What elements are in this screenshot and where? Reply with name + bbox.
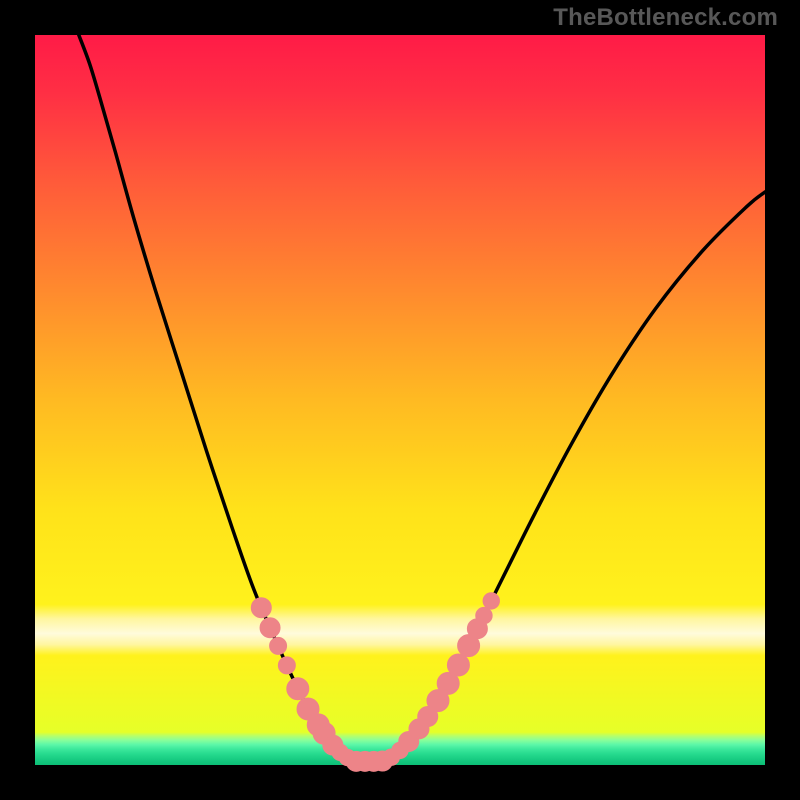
chart-frame: TheBottleneck.com bbox=[0, 0, 800, 800]
chart-svg bbox=[35, 35, 765, 765]
curve-marker bbox=[287, 678, 309, 700]
curve-marker bbox=[251, 598, 271, 618]
curve-marker bbox=[278, 657, 295, 674]
curve-marker bbox=[260, 618, 280, 638]
curve-marker bbox=[476, 607, 492, 623]
plot-area bbox=[35, 35, 765, 765]
curve-marker bbox=[270, 637, 287, 654]
curve-marker bbox=[483, 593, 499, 609]
v-curve bbox=[79, 35, 765, 762]
watermark-text: TheBottleneck.com bbox=[553, 4, 778, 32]
curve-marker bbox=[447, 654, 469, 676]
curve-markers bbox=[251, 593, 499, 772]
